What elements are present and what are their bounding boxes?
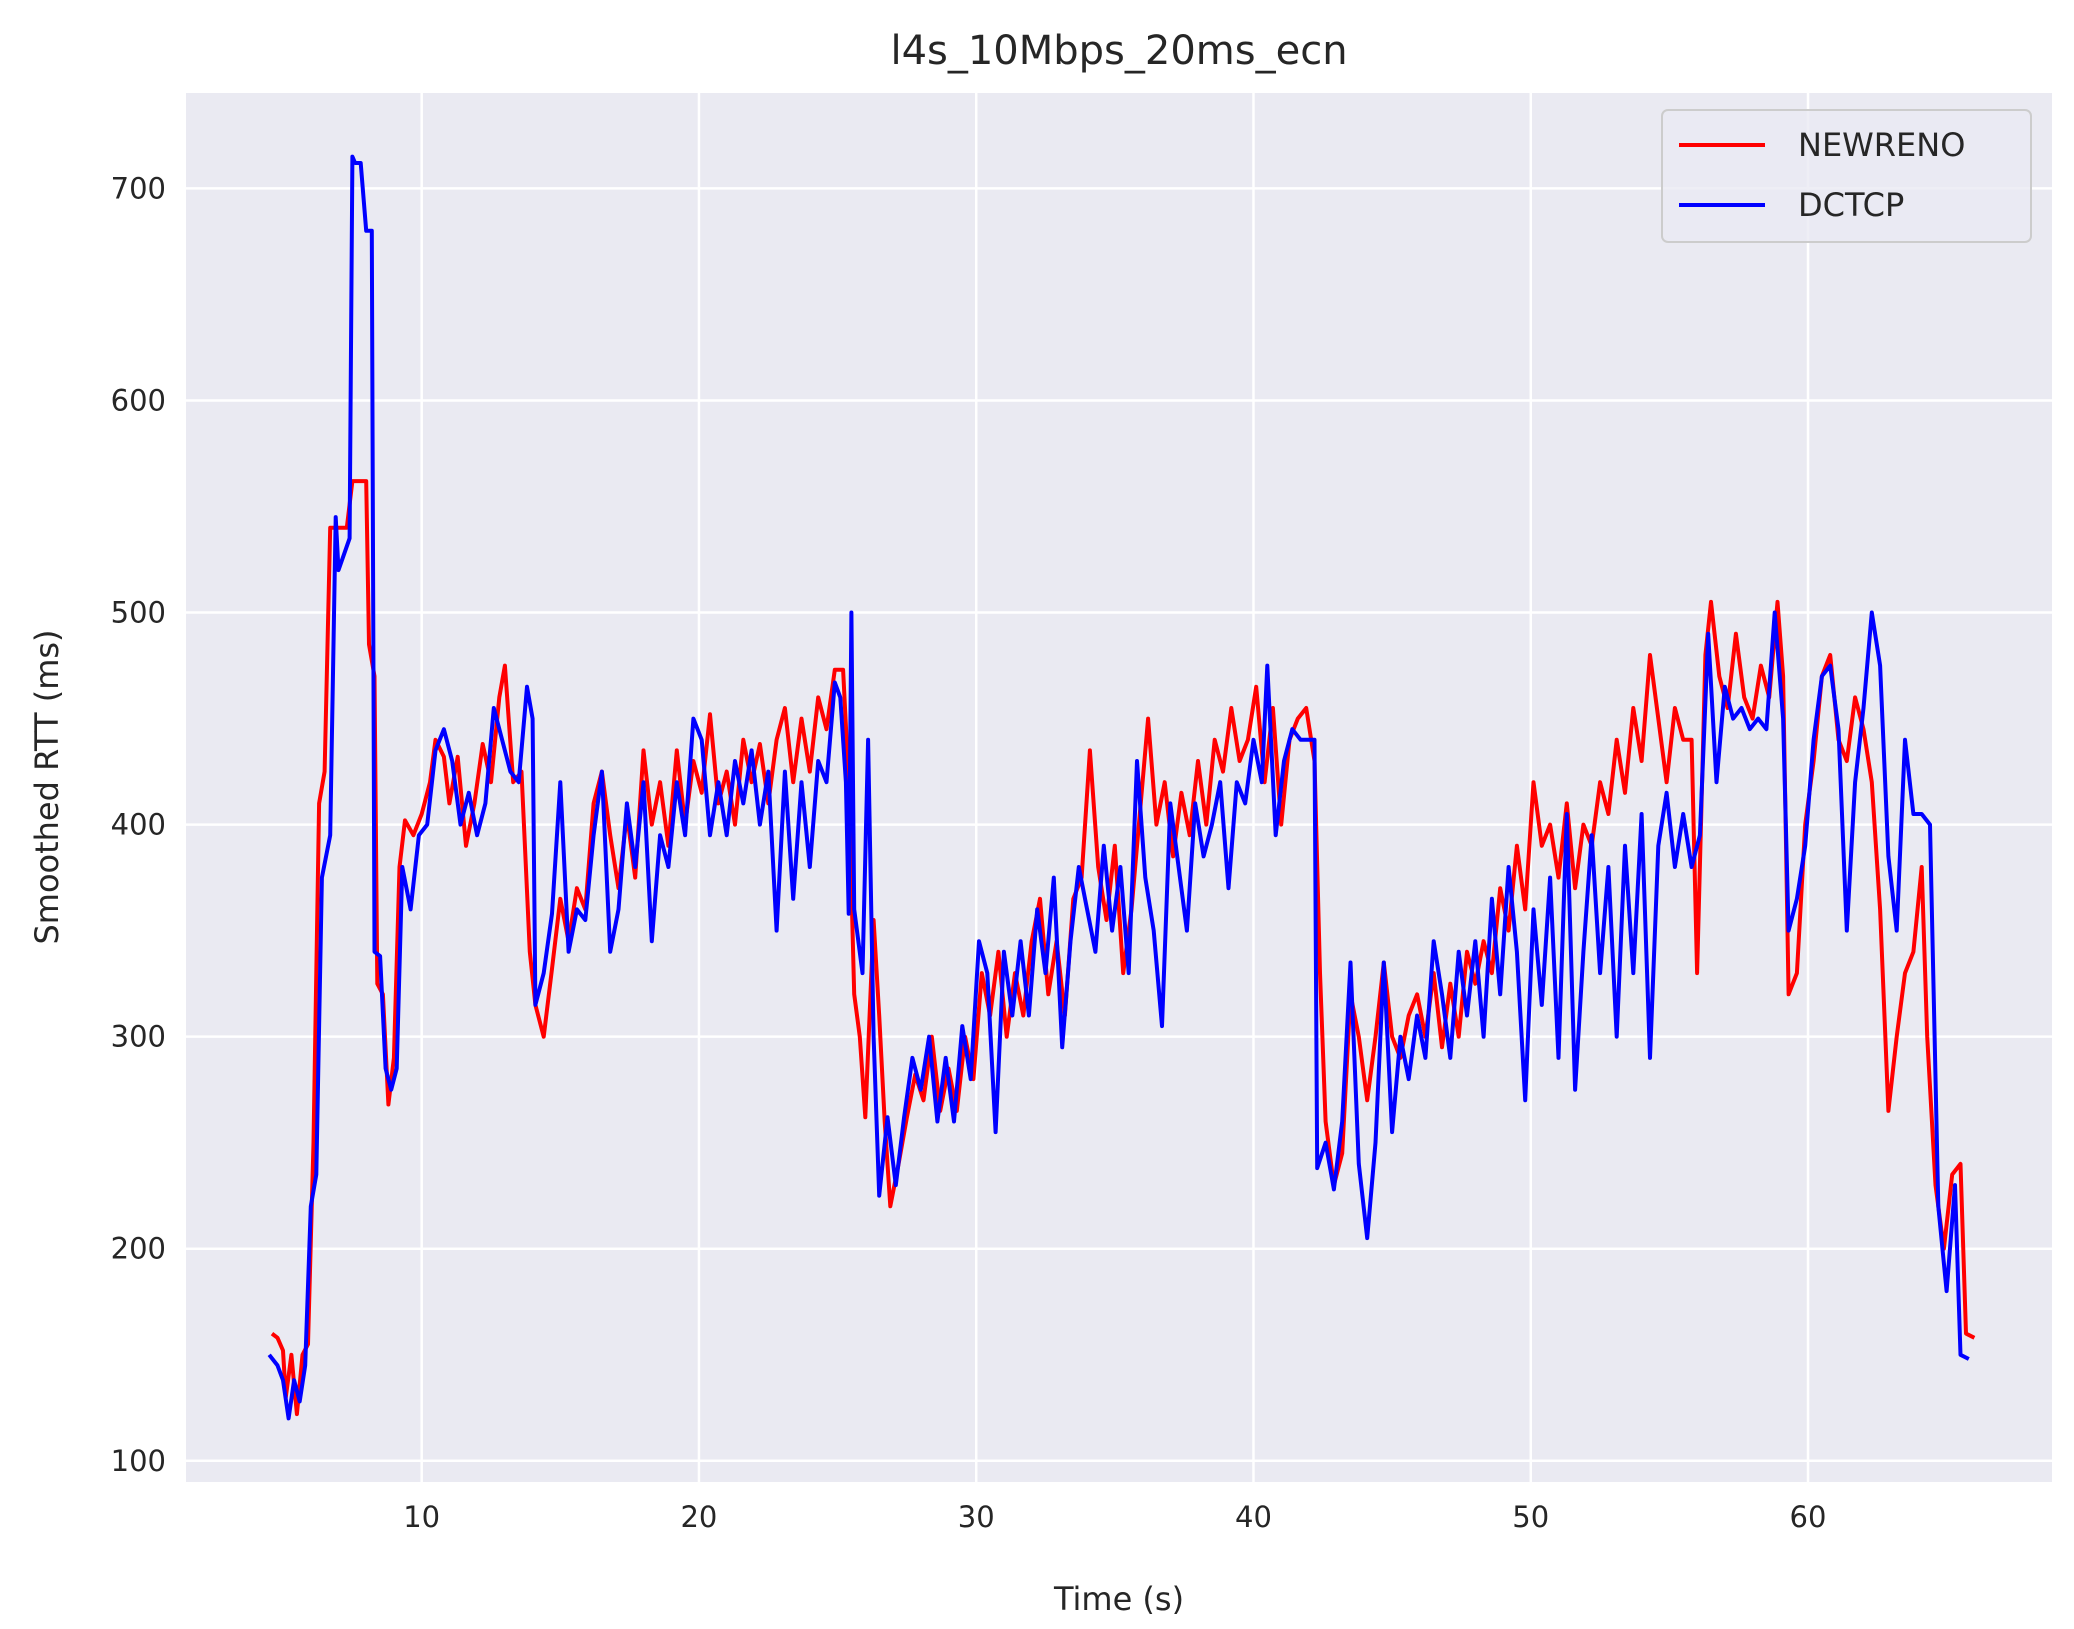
x-tick-labels: 10 20 30 40 50 60 bbox=[403, 1500, 1826, 1534]
y-tick-label: 200 bbox=[111, 1232, 166, 1266]
y-tick-label: 300 bbox=[111, 1020, 166, 1054]
y-tick-label: 400 bbox=[111, 808, 166, 842]
legend-label-dctcp: DCTCP bbox=[1798, 186, 1904, 224]
series-layer bbox=[267, 154, 1976, 1421]
x-tick-label: 50 bbox=[1512, 1500, 1549, 1534]
x-tick-label: 60 bbox=[1790, 1500, 1827, 1534]
plot-background bbox=[186, 93, 2052, 1482]
y-tick-labels: 100 200 300 400 500 600 700 bbox=[111, 171, 166, 1477]
y-axis-label: Smoothed RTT (ms) bbox=[28, 629, 66, 944]
x-axis-label: Time (s) bbox=[1053, 1580, 1184, 1618]
x-tick-label: 30 bbox=[958, 1500, 995, 1534]
x-tick-label: 20 bbox=[680, 1500, 717, 1534]
y-tick-label: 100 bbox=[111, 1444, 166, 1478]
series-line-dctcp bbox=[267, 154, 1970, 1421]
y-tick-label: 600 bbox=[111, 383, 166, 417]
x-tick-label: 40 bbox=[1235, 1500, 1272, 1534]
chart-title: l4s_10Mbps_20ms_ecn bbox=[890, 28, 1347, 74]
legend: NEWRENO DCTCP bbox=[1661, 109, 2032, 243]
y-tick-label: 700 bbox=[111, 171, 166, 205]
y-tick-label: 500 bbox=[111, 596, 166, 630]
legend-label-newreno: NEWRENO bbox=[1798, 126, 1965, 164]
x-tick-label: 10 bbox=[403, 1500, 440, 1534]
series-line-newreno bbox=[270, 479, 1976, 1417]
